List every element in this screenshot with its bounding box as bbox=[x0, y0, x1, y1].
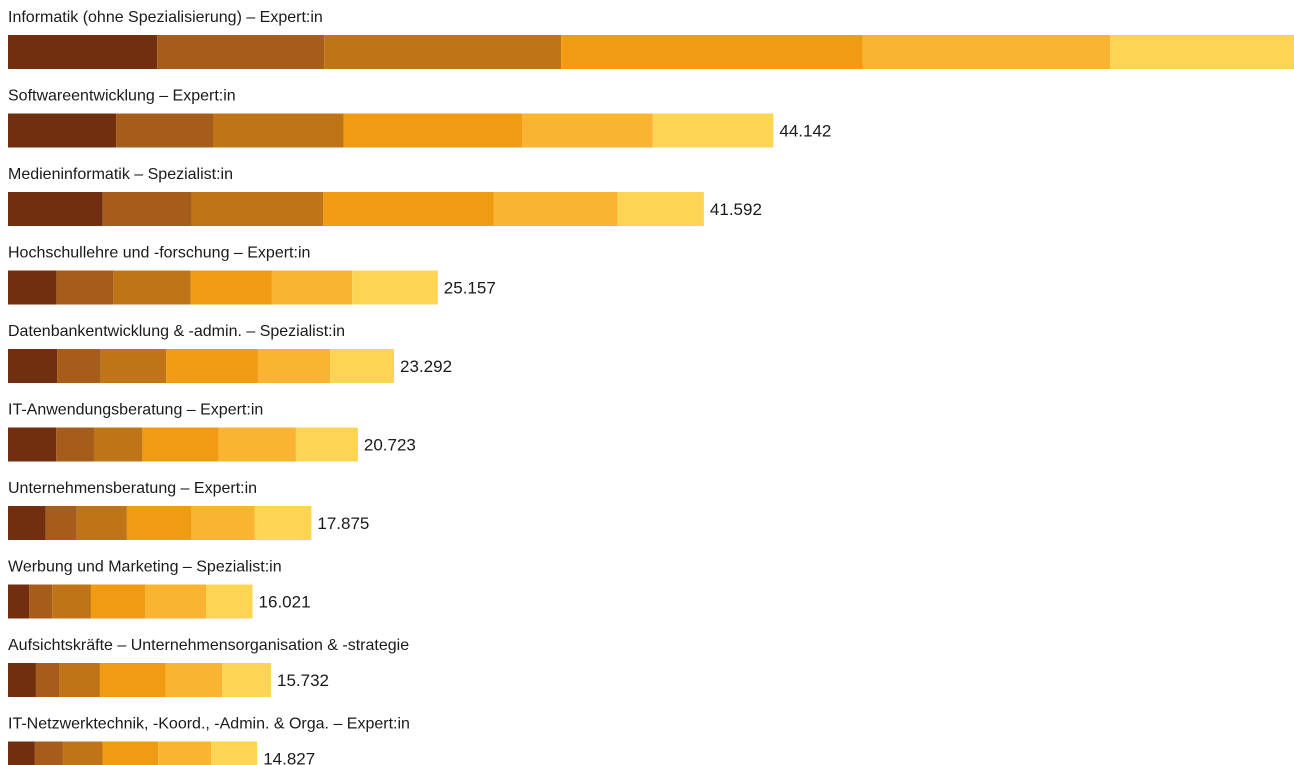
category-label: IT-Netzwerktechnik, -Koord., -Admin. & O… bbox=[8, 716, 410, 733]
bar-segment bbox=[222, 663, 271, 697]
category-label: Hochschullehre und -forschung – Expert:i… bbox=[8, 245, 310, 262]
bar-segment bbox=[63, 742, 103, 765]
bar-row: IT-Anwendungsberatung – Expert:in 20.723 bbox=[8, 402, 416, 462]
bar-segment bbox=[343, 114, 522, 148]
bar-segment bbox=[653, 114, 774, 148]
bar-segment bbox=[191, 271, 272, 305]
bar-segment bbox=[330, 349, 394, 383]
bar-segment bbox=[166, 349, 258, 383]
bar-segment bbox=[522, 114, 652, 148]
bar-segment bbox=[8, 192, 103, 226]
bar-segment bbox=[206, 585, 253, 619]
category-label: Unternehmensberatung – Expert:in bbox=[8, 480, 257, 497]
bar-segment bbox=[56, 428, 94, 462]
bar-segment bbox=[77, 506, 127, 540]
bar-total-label: 25.157 bbox=[444, 279, 496, 298]
bar-segment bbox=[102, 742, 158, 765]
bar-total-label: 16.021 bbox=[259, 593, 311, 612]
category-label: Softwareentwicklung – Expert:in bbox=[8, 88, 236, 105]
bar-segment bbox=[57, 349, 101, 383]
bar-segment bbox=[8, 428, 56, 462]
bar-segment bbox=[157, 35, 324, 69]
bar-segment bbox=[324, 35, 561, 69]
bar-segment bbox=[116, 114, 213, 148]
category-label: Werbung und Marketing – Spezialist:in bbox=[8, 559, 282, 576]
bar-segment bbox=[618, 192, 704, 226]
bar-segment bbox=[101, 349, 166, 383]
bar-segment bbox=[8, 585, 29, 619]
bar-segment bbox=[862, 35, 1110, 69]
bar-segment bbox=[35, 742, 63, 765]
bar-segment bbox=[56, 271, 113, 305]
category-label: Aufsichtskräfte – Unternehmensorganisati… bbox=[8, 637, 409, 654]
bar-segment bbox=[52, 585, 91, 619]
bar-segment bbox=[94, 428, 142, 462]
bar-row: Datenbankentwicklung & -admin. – Spezial… bbox=[8, 323, 452, 383]
bar-segment bbox=[352, 271, 438, 305]
bar-segment bbox=[158, 742, 211, 765]
bar-row: Unternehmensberatung – Expert:in 17.875 bbox=[8, 480, 369, 540]
bar-row: Softwareentwicklung – Expert:in 44.142 bbox=[8, 88, 831, 148]
bar-row: Informatik (ohne Spezialisierung) – Expe… bbox=[8, 9, 1294, 69]
bar-segment bbox=[1110, 35, 1294, 69]
bar-segment bbox=[142, 428, 218, 462]
bar-segment bbox=[192, 192, 323, 226]
bar-segment bbox=[8, 35, 157, 69]
bar-segment bbox=[127, 506, 192, 540]
bar-segment bbox=[8, 271, 56, 305]
bar-segment bbox=[213, 114, 343, 148]
bar-segment bbox=[91, 585, 145, 619]
bar-segment bbox=[296, 428, 358, 462]
bar-segment bbox=[36, 663, 59, 697]
bar-segment bbox=[8, 742, 35, 765]
bar-row: IT-Netzwerktechnik, -Koord., -Admin. & O… bbox=[8, 716, 410, 765]
bar-segment bbox=[103, 192, 192, 226]
category-label: Informatik (ohne Spezialisierung) – Expe… bbox=[8, 9, 323, 26]
bar-segment bbox=[100, 663, 166, 697]
category-label: Medieninformatik – Spezialist:in bbox=[8, 166, 233, 183]
bar-total-label: 23.292 bbox=[400, 357, 452, 376]
bar-segment bbox=[192, 506, 255, 540]
bar-total-label: 14.827 bbox=[263, 750, 315, 765]
bar-segment bbox=[323, 192, 494, 226]
bar-segment bbox=[113, 271, 190, 305]
bar-row: Aufsichtskräfte – Unternehmensorganisati… bbox=[8, 637, 409, 697]
bar-segment bbox=[258, 349, 330, 383]
bar-total-label: 41.592 bbox=[710, 200, 762, 219]
bar-segment bbox=[165, 663, 222, 697]
bar-total-label: 15.732 bbox=[277, 671, 329, 690]
bar-segment bbox=[211, 742, 257, 765]
bar-segment bbox=[8, 114, 116, 148]
bar-total-label: 44.142 bbox=[779, 122, 831, 141]
category-label: IT-Anwendungsberatung – Expert:in bbox=[8, 402, 263, 419]
bar-total-label: 17.875 bbox=[317, 514, 369, 533]
chart-rows: Informatik (ohne Spezialisierung) – Expe… bbox=[8, 9, 1294, 765]
bar-segment bbox=[8, 349, 57, 383]
bar-segment bbox=[29, 585, 52, 619]
bar-row: Medieninformatik – Spezialist:in 41.592 bbox=[8, 166, 762, 226]
bar-row: Hochschullehre und -forschung – Expert:i… bbox=[8, 245, 496, 305]
bar-segment bbox=[46, 506, 77, 540]
bar-segment bbox=[494, 192, 618, 226]
bar-segment bbox=[59, 663, 100, 697]
bar-segment bbox=[219, 428, 296, 462]
bar-segment bbox=[255, 506, 312, 540]
category-label: Datenbankentwicklung & -admin. – Spezial… bbox=[8, 323, 345, 340]
bar-segment bbox=[145, 585, 206, 619]
bar-segment bbox=[272, 271, 352, 305]
bar-row: Werbung und Marketing – Spezialist:in 16.… bbox=[8, 559, 311, 619]
bar-segment bbox=[8, 663, 36, 697]
bar-total-label: 20.723 bbox=[364, 436, 416, 455]
bar-segment bbox=[561, 35, 862, 69]
bar-segment bbox=[8, 506, 46, 540]
